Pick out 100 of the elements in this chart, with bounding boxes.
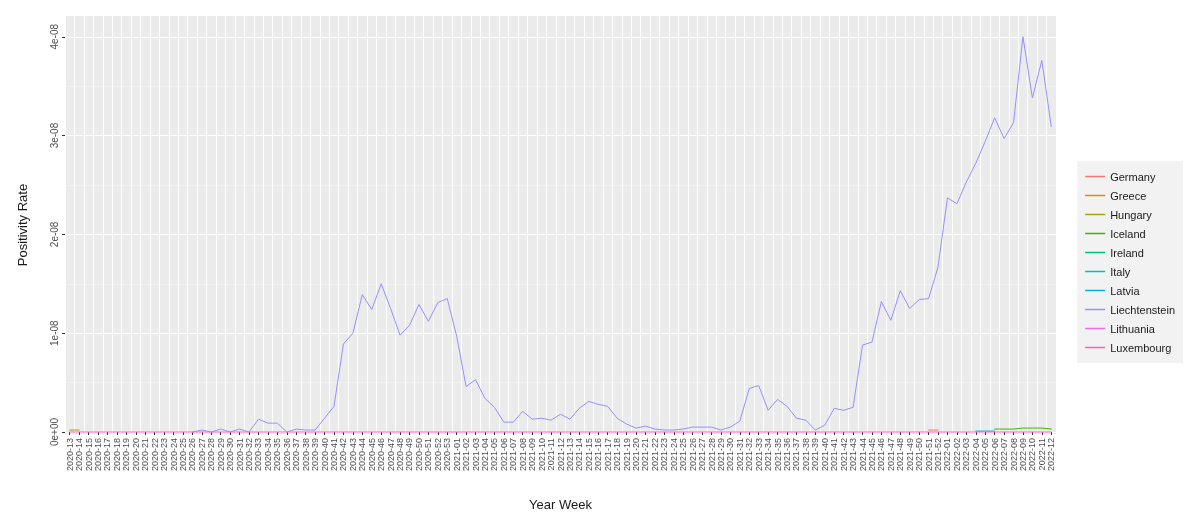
x-tick-label: 2020-22 xyxy=(149,438,160,472)
x-tick-label: 2022-01 xyxy=(942,438,953,472)
x-tick-label: 2020-53 xyxy=(442,438,453,472)
x-tick-label: 2021-37 xyxy=(791,438,802,472)
x-tick-label: 2020-35 xyxy=(272,438,283,472)
legend-label: Liechtenstein xyxy=(1110,303,1175,316)
x-tick-label: 2021-48 xyxy=(895,438,906,472)
x-tick-label: 2021-09 xyxy=(527,438,538,472)
legend-label: Luxembourg xyxy=(1110,341,1172,354)
x-tick-label: 2020-26 xyxy=(187,438,198,472)
x-tick-label: 2020-32 xyxy=(244,438,255,472)
x-tick-label: 2021-27 xyxy=(697,438,708,472)
x-tick-label: 2022-12 xyxy=(1046,438,1057,472)
x-tick-label: 2021-35 xyxy=(772,438,783,472)
x-tick-label: 2021-38 xyxy=(800,438,811,472)
x-tick-label: 2021-33 xyxy=(753,438,764,472)
x-tick-label: 2020-46 xyxy=(376,438,387,472)
x-tick-label: 2021-01 xyxy=(451,438,462,472)
x-tick-label: 2021-29 xyxy=(715,438,726,472)
x-tick-label: 2021-07 xyxy=(508,438,519,472)
y-tick-label: 2e-08 xyxy=(48,221,60,248)
x-tick-label: 2020-52 xyxy=(432,438,443,472)
x-tick-label: 2020-15 xyxy=(83,438,94,472)
x-tick-label: 2020-37 xyxy=(291,438,302,472)
x-tick-label: 2020-39 xyxy=(310,438,321,472)
x-tick-label: 2020-27 xyxy=(196,438,207,472)
x-tick-label: 2022-08 xyxy=(1008,438,1019,472)
x-tick-label: 2022-06 xyxy=(989,438,1000,472)
x-tick-label: 2020-48 xyxy=(395,438,406,472)
legend-label: Lithuania xyxy=(1110,322,1156,335)
x-tick-label: 2022-03 xyxy=(961,438,972,472)
x-tick-label: 2022-02 xyxy=(951,438,962,472)
x-tick-label: 2020-33 xyxy=(253,438,264,472)
x-tick-label: 2021-20 xyxy=(631,438,641,472)
x-tick-label: 2020-23 xyxy=(159,438,170,472)
x-tick-label: 2020-19 xyxy=(121,438,132,472)
x-tick-label: 2020-40 xyxy=(319,438,330,472)
x-tick-label: 2020-50 xyxy=(413,438,424,472)
x-tick-label: 2021-47 xyxy=(885,438,896,472)
x-tick-label: 2020-25 xyxy=(177,438,188,472)
x-tick-label: 2020-13 xyxy=(64,438,75,472)
x-tick-label: 2022-09 xyxy=(1017,438,1028,472)
legend-label: Iceland xyxy=(1110,227,1146,240)
x-tick-label: 2021-11 xyxy=(546,438,557,471)
x-tick-label: 2022-07 xyxy=(999,438,1010,472)
x-tick-label: 2021-18 xyxy=(612,438,623,472)
x-tick-label: 2021-40 xyxy=(819,438,830,472)
x-tick-label: 2021-26 xyxy=(687,438,698,472)
x-tick-label: 2021-16 xyxy=(593,438,604,472)
x-tick-label: 2021-46 xyxy=(876,438,887,472)
x-tick-label: 2021-30 xyxy=(725,438,736,472)
line-series xyxy=(191,36,1052,433)
x-tick-label: 2020-17 xyxy=(102,438,113,472)
legend-label: Italy xyxy=(1110,265,1131,278)
x-tick-label: 2020-20 xyxy=(130,438,141,472)
x-tick-label: 2020-21 xyxy=(140,438,151,472)
x-tick-label: 2021-28 xyxy=(706,438,717,472)
x-tick-label: 2020-44 xyxy=(357,438,368,472)
legend-label: Latvia xyxy=(1110,284,1141,297)
legend-label: Greece xyxy=(1110,189,1147,202)
x-tick-label: 2020-41 xyxy=(328,438,339,472)
x-tick-label: 2021-44 xyxy=(857,438,868,472)
x-tick-label: 2021-19 xyxy=(621,438,632,472)
x-tick-label: 2022-04 xyxy=(970,438,981,472)
x-tick-label: 2020-34 xyxy=(262,438,273,472)
x-tick-label: 2021-50 xyxy=(914,438,925,472)
x-tick-label: 2020-51 xyxy=(423,438,434,472)
x-tick-label: 2020-38 xyxy=(300,438,311,472)
y-axis-title: Positivity Rate xyxy=(15,183,30,267)
x-tick-label: 2021-49 xyxy=(904,438,915,472)
x-tick-label: 2021-41 xyxy=(829,438,840,472)
legend-label: Ireland xyxy=(1110,246,1144,259)
x-tick-label: 2020-49 xyxy=(404,438,415,472)
x-tick-label: 2021-25 xyxy=(678,438,689,472)
x-tick-label: 2021-08 xyxy=(517,438,528,472)
x-tick-label: 2020-24 xyxy=(168,438,179,472)
x-tick-label: 2021-52 xyxy=(933,438,944,472)
x-axis-title: Year Week xyxy=(529,497,593,512)
x-tick-label: 2022-10 xyxy=(1027,438,1038,472)
x-tick-label: 2022-05 xyxy=(980,438,991,472)
x-tick-label: 2022-11 xyxy=(1036,438,1047,471)
y-tick-label: 1e-08 xyxy=(48,319,60,346)
x-tick-label: 2021-51 xyxy=(923,438,934,472)
x-tick-label: 2021-45 xyxy=(866,438,877,472)
x-tick-label: 2021-06 xyxy=(498,438,509,472)
x-tick-label: 2021-14 xyxy=(574,438,585,472)
x-tick-label: 2021-39 xyxy=(810,438,821,472)
x-tick-label: 2021-32 xyxy=(744,438,755,472)
x-tick-label: 2020-31 xyxy=(234,438,245,472)
x-tick-label: 2020-36 xyxy=(281,438,292,472)
x-tick-label: 2021-12 xyxy=(555,438,566,472)
y-tick-label: 3e-08 xyxy=(48,122,60,149)
y-tick-label: 4e-08 xyxy=(48,23,60,50)
legend-label: Germany xyxy=(1110,170,1156,183)
x-tick-label: 2021-21 xyxy=(640,438,651,472)
x-tick-label: 2021-43 xyxy=(848,438,859,472)
x-tick-label: 2021-03 xyxy=(470,438,481,472)
x-tick-label: 2021-42 xyxy=(838,438,849,472)
x-tick-label: 2021-13 xyxy=(564,438,575,472)
legend-label: Hungary xyxy=(1110,208,1153,221)
